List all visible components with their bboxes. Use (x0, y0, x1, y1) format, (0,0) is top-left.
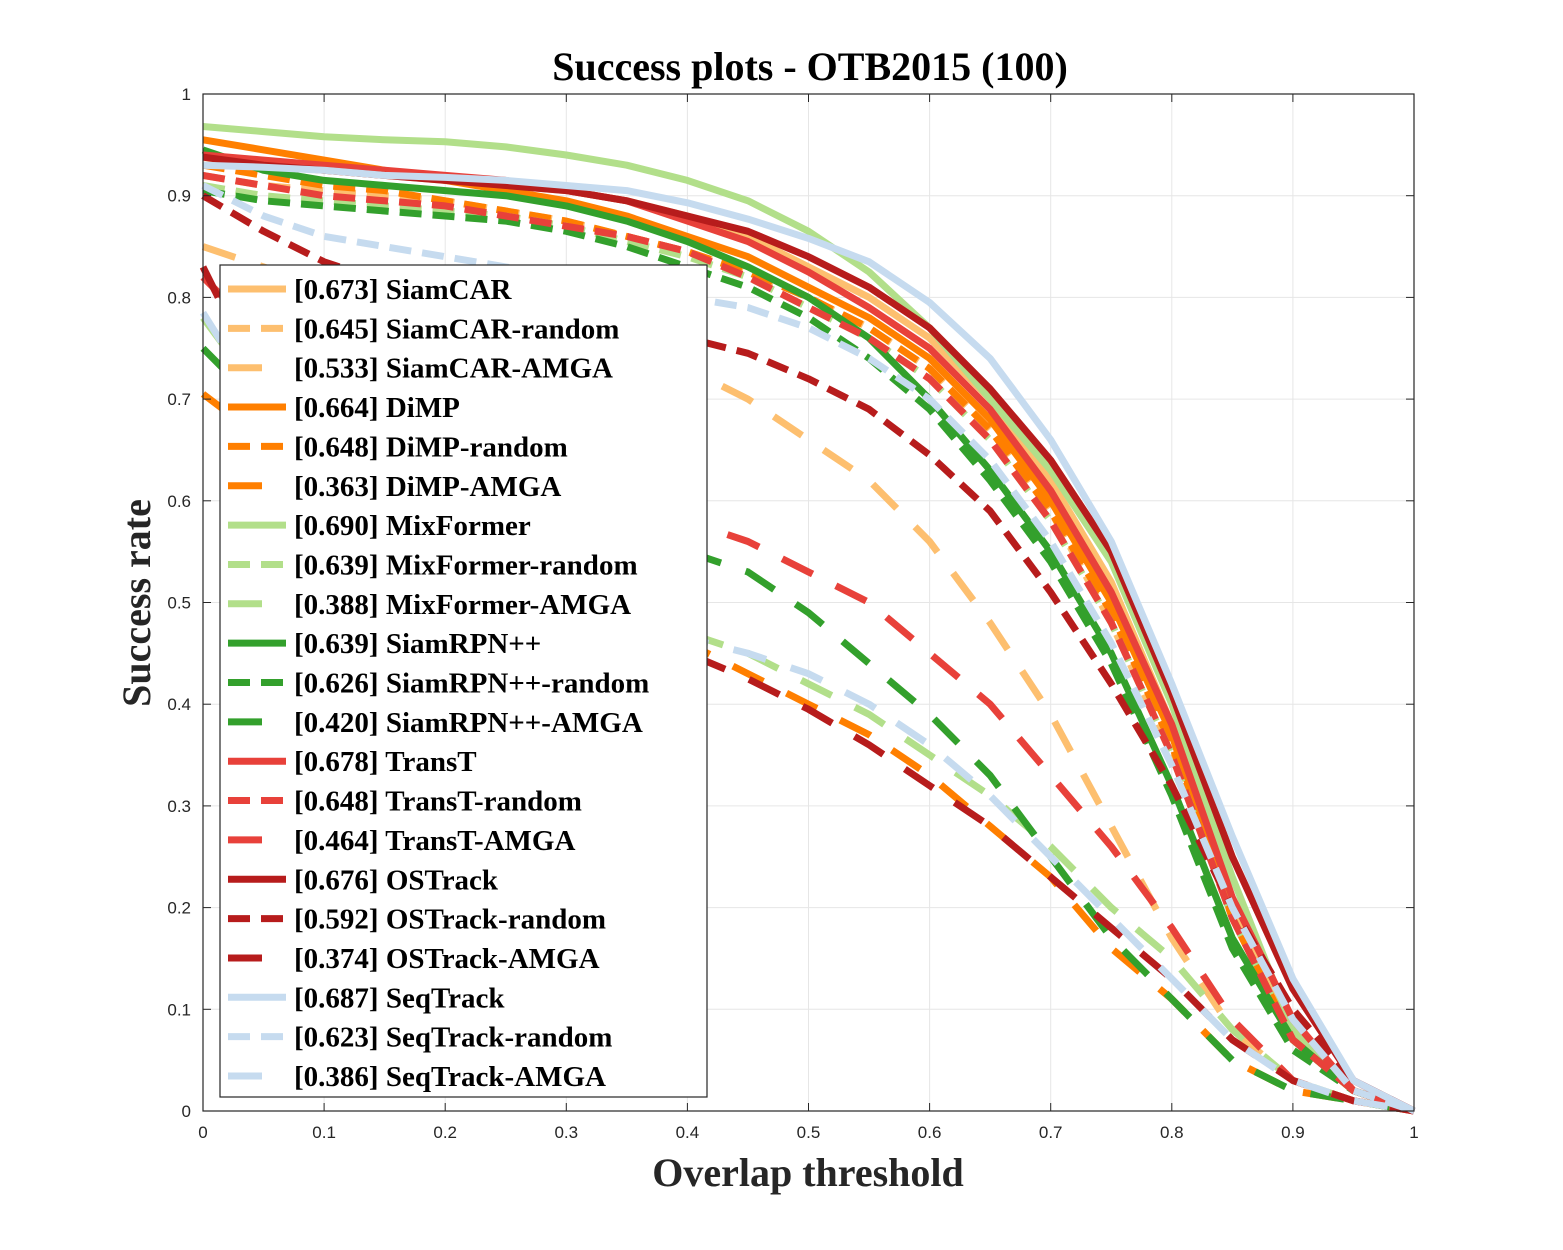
series-line-ostrack-random (201, 192, 1416, 1115)
series-line-transt-random (202, 171, 1416, 1115)
x-tick-label: 0.6 (918, 1123, 942, 1142)
legend-entry-label: [0.386] SeqTrack-AMGA (294, 1061, 606, 1093)
legend-entry-label: [0.592] OSTrack-random (294, 904, 606, 936)
legend-entry-label: [0.363] DiMP-AMGA (294, 471, 561, 503)
x-tick-label: 0.5 (797, 1123, 821, 1142)
x-axis-label: Overlap threshold (652, 1150, 964, 1195)
x-tick-label: 0.2 (433, 1123, 457, 1142)
legend: [0.673] SiamCAR [0.645] SiamCAR-random [0.… (219, 264, 708, 1098)
x-tick-label: 1 (1409, 1123, 1418, 1142)
y-tick-label: 0.4 (167, 695, 191, 714)
legend-entry-label: [0.664] DiMP (294, 392, 460, 424)
x-tick-label: 0.9 (1281, 1123, 1305, 1142)
legend-entry-label: [0.690] MixFormer (294, 510, 531, 542)
series-line-siamrpn- (201, 146, 1416, 1115)
legend-entry-label: [0.623] SeqTrack-random (294, 1022, 612, 1054)
legend-entry-label: [0.673] SiamCAR (294, 274, 513, 306)
series-line-mixformer-amga (200, 315, 1415, 1115)
series-line-seqtrack (202, 161, 1416, 1115)
legend-entry-label: [0.388] MixFormer-AMGA (294, 589, 631, 621)
y-tick-label: 0 (182, 1102, 191, 1121)
legend-entry-label: [0.648] DiMP-random (294, 431, 568, 463)
x-tick-label: 0 (198, 1123, 207, 1142)
legend-entry-label: [0.676] OSTrack (294, 864, 499, 896)
y-tick-label: 0.7 (167, 390, 191, 409)
x-tick-label: 0.1 (312, 1123, 336, 1142)
chart-title: Success plots - OTB2015 (100) (552, 44, 1068, 89)
legend-entry-label: [0.687] SeqTrack (294, 982, 505, 1014)
axis-ticks: 0 0.1 0.2 0.3 0.4 0.5 0.6 0.7 0.8 0.9 1 0 0.1 0.2 0.3 0… (167, 85, 1418, 1142)
legend-entry-label: [0.533] SiamCAR-AMGA (294, 353, 613, 385)
y-tick-label: 0.9 (167, 187, 191, 206)
y-tick-label: 1 (182, 85, 191, 104)
legend-entry-label: [0.678] TransT (294, 746, 477, 778)
series-line-mixformer (202, 123, 1416, 1115)
legend-entry-label: [0.639] SiamRPN++ (294, 628, 541, 660)
legend-entry-label: [0.374] OSTrack-AMGA (294, 943, 600, 975)
x-tick-label: 0.3 (554, 1123, 578, 1142)
y-tick-label: 0.5 (167, 594, 191, 613)
x-tick-label: 0.4 (676, 1123, 700, 1142)
y-tick-label: 0.8 (167, 288, 191, 307)
series-line-siamrpn-random (202, 187, 1416, 1115)
legend-entry-label: [0.464] TransT-AMGA (294, 825, 575, 857)
y-tick-label: 0.3 (167, 797, 191, 816)
series-line-seqtrack-random (201, 182, 1416, 1115)
series-line-transt (202, 151, 1416, 1115)
y-tick-label: 0.6 (167, 492, 191, 511)
legend-entry-label: [0.626] SiamRPN++-random (294, 668, 649, 700)
legend-box (219, 264, 708, 1098)
y-tick-label: 0.2 (167, 899, 191, 918)
legend-entry-label: [0.639] MixFormer-random (294, 549, 638, 581)
y-tick-label: 0.1 (167, 1000, 191, 1019)
legend-entry-label: [0.648] TransT-random (294, 786, 582, 818)
series-line-ostrack-amga (199, 265, 1415, 1115)
x-tick-label: 0.8 (1160, 1123, 1184, 1142)
x-tick-label: 0.7 (1039, 1123, 1063, 1142)
y-axis-label: Success rate (114, 499, 159, 707)
legend-entry-label: [0.645] SiamCAR-random (294, 313, 619, 345)
legend-entry-label: [0.420] SiamRPN++-AMGA (294, 707, 643, 739)
